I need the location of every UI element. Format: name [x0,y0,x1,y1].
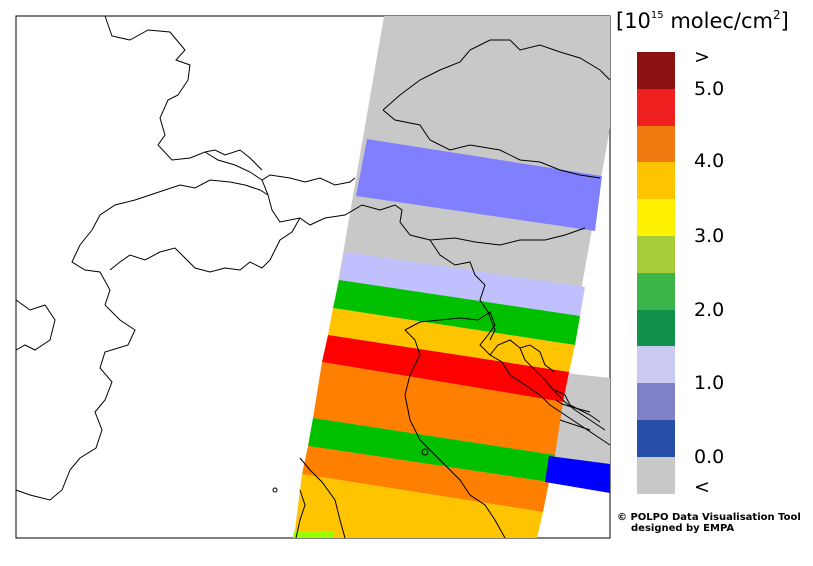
color-scale-step-11 [637,419,675,457]
color-scale-step-2 [637,88,675,126]
satellite-swath [293,16,610,538]
color-scale-step-5 [637,199,675,236]
swath-band-5 [322,335,569,402]
color-scale-step-12 [637,456,675,494]
color-scale-step-4 [637,162,675,200]
swath-band-10 [545,456,610,493]
color-scale-step-8 [637,309,675,347]
unit-suffix: ] [780,9,789,33]
swath-band-11 [293,531,335,538]
legend-tick-above: > [694,46,710,68]
color-scale-step-9 [637,346,675,384]
legend-tick-0: 0.0 [694,446,725,468]
legend-tick-3: 3.0 [694,225,725,247]
swath-band-9 [294,474,543,538]
swath-band-7 [308,418,555,482]
swath-band-4 [328,308,575,372]
color-scale-step-6 [637,235,675,273]
credit-text: © POLPO Data Visualisation Tool designed… [617,512,801,534]
unit-prefix: [10 [616,9,651,33]
color-scale-step-3 [637,125,675,163]
unit-text: molec/cm [663,9,774,33]
color-scale-step-1 [637,52,675,89]
swath-band-8 [302,446,549,512]
swath-band-6 [313,362,563,455]
swath-band-1 [356,139,602,231]
credit-line-1: © POLPO Data Visualisation Tool [617,512,801,523]
color-scale-step-10 [637,383,675,420]
swath-nodata-east [550,372,610,470]
legend-unit-label: [1015 molec/cm2] [616,8,789,33]
legend-tick-5: 5.0 [694,78,725,100]
credit-line-2: designed by EMPA [631,523,735,534]
swath-band-2 [339,252,585,316]
swath-band-3 [333,280,580,345]
legend-tick-below: < [694,476,710,498]
legend-tick-2: 2.0 [694,299,725,321]
color-scale [637,52,675,494]
legend-tick-1: 1.0 [694,372,725,394]
color-scale-step-7 [637,272,675,310]
country-borders [15,15,611,539]
unit-exponent: 15 [650,10,664,21]
legend-tick-4: 4.0 [694,150,725,172]
unit-square: 2 [773,8,781,22]
